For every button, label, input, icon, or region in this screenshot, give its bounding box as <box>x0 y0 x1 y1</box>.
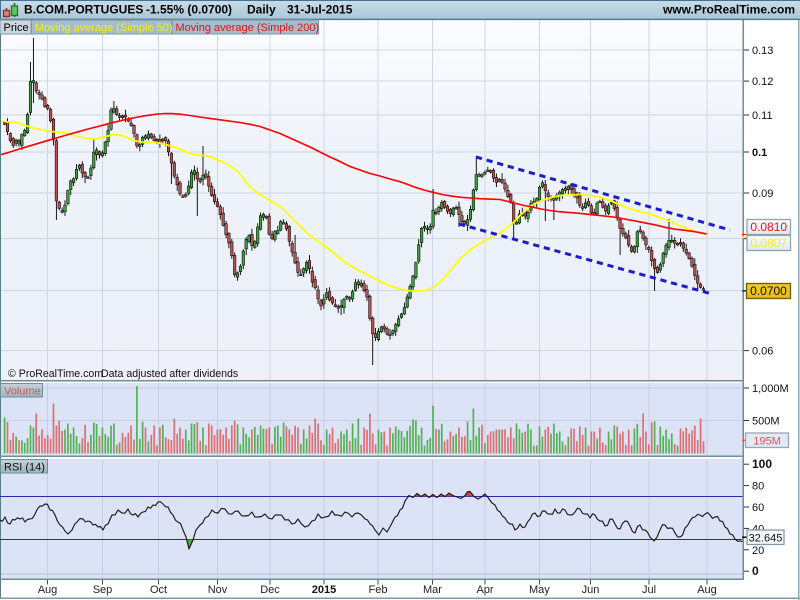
svg-text:Dec: Dec <box>260 584 280 596</box>
svg-text:0.12: 0.12 <box>752 76 773 88</box>
svg-text:Jun: Jun <box>582 584 600 596</box>
svg-text:Sep: Sep <box>93 584 113 596</box>
svg-text:60: 60 <box>752 502 764 514</box>
svg-text:Nov: Nov <box>208 584 228 596</box>
svg-text:Price: Price <box>4 22 29 34</box>
svg-text:500M: 500M <box>752 416 780 428</box>
svg-text:© ProRealTime.com: © ProRealTime.com <box>8 368 103 380</box>
svg-text:Mar: Mar <box>423 584 442 596</box>
svg-text:Volume: Volume <box>4 386 41 398</box>
svg-text:Moving average (Simple 200): Moving average (Simple 200) <box>176 22 320 34</box>
svg-text:0.0807: 0.0807 <box>750 236 787 250</box>
svg-text:32.645: 32.645 <box>749 532 783 544</box>
svg-text:Daily: Daily <box>247 3 276 17</box>
svg-text:Apr: Apr <box>476 584 493 596</box>
svg-text:May: May <box>529 584 550 596</box>
svg-text:www.ProRealTime.com: www.ProRealTime.com <box>662 3 795 17</box>
svg-text:20: 20 <box>752 545 764 557</box>
svg-text:0.13: 0.13 <box>752 45 773 57</box>
svg-text:RSI (14): RSI (14) <box>4 462 45 474</box>
svg-text:0.09: 0.09 <box>752 188 773 200</box>
svg-text:Data adjusted after dividends: Data adjusted after dividends <box>101 368 238 380</box>
svg-text:Aug: Aug <box>697 584 717 596</box>
svg-text:1,000M: 1,000M <box>752 383 789 395</box>
svg-text:0.11: 0.11 <box>752 110 773 122</box>
svg-text:80: 80 <box>752 481 764 493</box>
svg-text:0.1: 0.1 <box>752 147 767 159</box>
svg-text:Jul: Jul <box>642 584 656 596</box>
svg-text:B.COM.PORTUGUES: B.COM.PORTUGUES <box>24 3 143 17</box>
svg-text:0.06: 0.06 <box>752 346 773 358</box>
svg-text:0: 0 <box>752 564 759 578</box>
svg-text:0.0810: 0.0810 <box>750 220 787 234</box>
svg-text:31-Jul-2015: 31-Jul-2015 <box>287 3 353 17</box>
svg-text:-1.55% (0.0700): -1.55% (0.0700) <box>146 3 232 17</box>
svg-text:100: 100 <box>752 457 772 471</box>
svg-text:2015: 2015 <box>312 584 336 596</box>
svg-text:0.0700: 0.0700 <box>750 284 787 298</box>
svg-text:Feb: Feb <box>369 584 388 596</box>
svg-text:Moving average (Simple 50): Moving average (Simple 50) <box>35 22 173 34</box>
svg-text:Aug: Aug <box>38 584 58 596</box>
svg-text:195M: 195M <box>753 435 781 447</box>
svg-text:Oct: Oct <box>150 584 167 596</box>
